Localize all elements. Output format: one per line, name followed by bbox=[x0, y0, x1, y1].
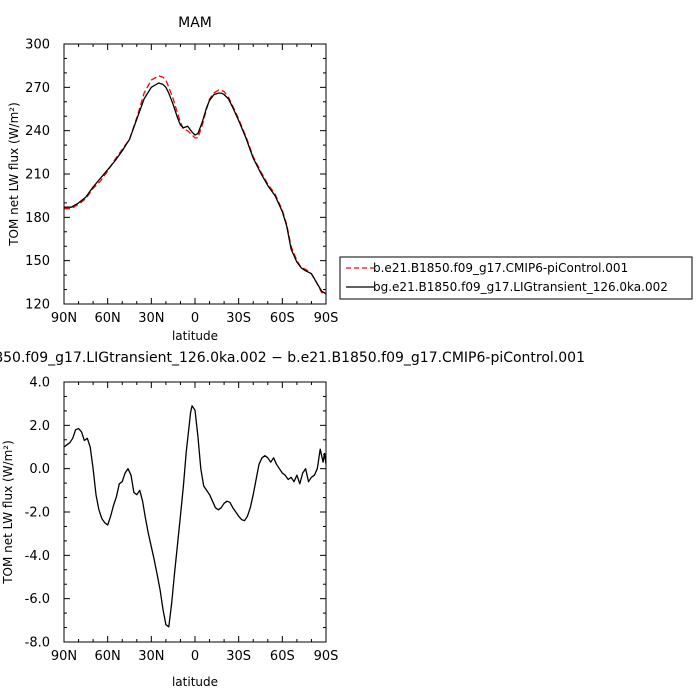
x-tick-label: 90S bbox=[314, 311, 339, 326]
series-line-difference bbox=[63, 405, 327, 628]
y-tick-label: 240 bbox=[25, 124, 50, 139]
legend-label-black: bg.e21.B1850.f09_g17.LIGtransient_126.0k… bbox=[373, 280, 668, 294]
x-tick-label: 30N bbox=[138, 649, 164, 664]
x-tick-label: 60S bbox=[270, 311, 295, 326]
y-tick-label: 2.0 bbox=[29, 419, 50, 434]
legend-label-red: b.e21.B1850.f09_g17.CMIP6-piControl.001 bbox=[373, 261, 628, 275]
y-tick-label: -2.0 bbox=[25, 506, 50, 521]
x-tick-label: 60N bbox=[95, 311, 121, 326]
x-tick-label: 30N bbox=[138, 311, 164, 326]
bottom-panel-xlabel: latitude bbox=[172, 675, 218, 689]
bottom-panel-title: bg.e21.B1850.f09_g17.LIGtransient_126.0k… bbox=[0, 350, 585, 366]
x-tick-label: 60N bbox=[95, 649, 121, 664]
y-tick-label: -8.0 bbox=[25, 636, 50, 651]
y-tick-label: 210 bbox=[25, 168, 50, 183]
x-tick-label: 30S bbox=[226, 649, 251, 664]
bottom-panel-ticks: 90N 60N 30N 0 30S 60S 90S -8.0 -6.0 -4.0 -2.0 0.0 2.… bbox=[25, 376, 339, 665]
x-tick-label: 0 bbox=[191, 311, 199, 326]
x-tick-label: 90S bbox=[314, 649, 339, 664]
y-tick-label: -6.0 bbox=[25, 592, 50, 607]
top-panel-xlabel: latitude bbox=[172, 329, 218, 343]
top-panel-ticks: 90N 60N 30N 0 30S 60S 90S 120 150 180 210 240 270 300 bbox=[25, 38, 338, 327]
x-tick-label: 30S bbox=[226, 311, 251, 326]
x-tick-label: 60S bbox=[270, 649, 295, 664]
series-line-transient bbox=[64, 82, 327, 295]
top-panel-frame bbox=[63, 43, 327, 305]
top-panel: MAM 90N 60N 30N 0 30S 60S 90S 120 150 180 210 240 27… bbox=[7, 15, 338, 343]
legend-box bbox=[339, 256, 693, 300]
y-tick-label: 0.0 bbox=[29, 462, 50, 477]
y-tick-label: 4.0 bbox=[29, 376, 50, 391]
y-tick-label: 180 bbox=[25, 211, 50, 226]
bottom-panel-frame bbox=[63, 381, 327, 643]
y-tick-label: 270 bbox=[25, 81, 50, 96]
top-panel-title: MAM bbox=[178, 15, 212, 31]
x-tick-label: 90N bbox=[51, 649, 77, 664]
y-tick-label: 120 bbox=[25, 298, 50, 313]
bottom-panel: bg.e21.B1850.f09_g17.LIGtransient_126.0k… bbox=[0, 350, 585, 689]
y-tick-label: 150 bbox=[25, 254, 50, 269]
x-tick-label: 90N bbox=[51, 311, 77, 326]
series-line-control bbox=[64, 75, 327, 295]
bottom-panel-ylabel: TOM net LW flux (W/m²) bbox=[1, 440, 15, 585]
top-panel-series bbox=[64, 75, 327, 295]
x-tick-label: 0 bbox=[191, 649, 199, 664]
top-panel-ylabel: TOM net LW flux (W/m²) bbox=[7, 102, 21, 247]
legend: b.e21.B1850.f09_g17.CMIP6-piControl.001 … bbox=[339, 256, 693, 300]
y-tick-label: -4.0 bbox=[25, 549, 50, 564]
bottom-panel-series bbox=[63, 405, 327, 628]
y-tick-label: 300 bbox=[25, 38, 50, 53]
